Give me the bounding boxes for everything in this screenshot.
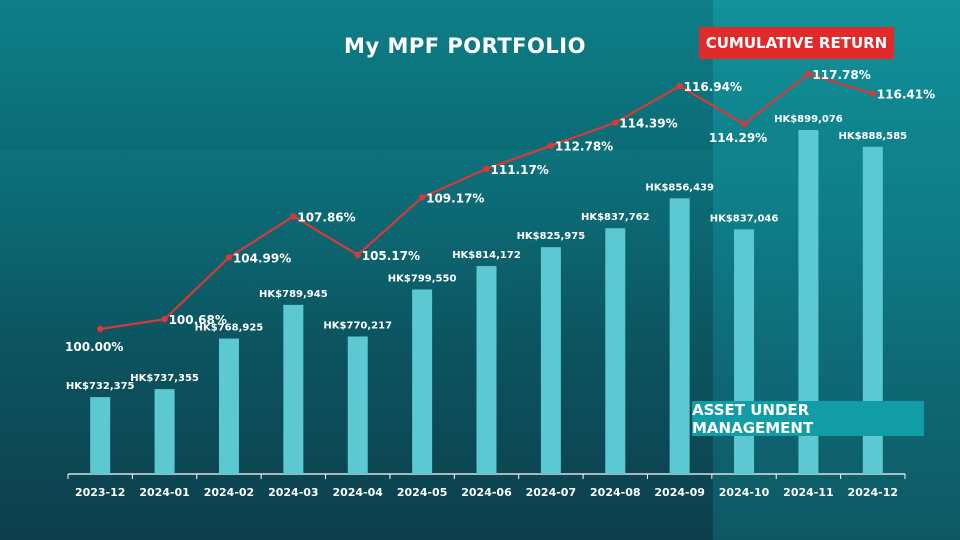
return-label: 104.99%: [233, 251, 291, 265]
x-tick-label: 2024-06: [461, 486, 512, 499]
return-point: [483, 165, 490, 173]
x-tick-label: 2024-07: [526, 486, 577, 499]
return-point: [96, 325, 104, 333]
return-label: 100.00%: [65, 340, 123, 354]
return-label: 112.78%: [555, 140, 613, 154]
aum-bar: [605, 228, 626, 474]
return-point: [418, 194, 426, 201]
cumulative-return-badge: CUMULATIVE RETURN: [699, 27, 894, 59]
return-point: [869, 90, 877, 97]
x-tick-label: 2024-08: [590, 486, 641, 499]
aum-bar-label: HK$899,076: [774, 114, 843, 125]
return-label: 114.39%: [619, 117, 677, 131]
return-point: [547, 142, 555, 149]
aum-bar-label: HK$737,355: [130, 373, 199, 384]
return-point: [290, 213, 297, 220]
aum-bar-label: HK$837,046: [710, 213, 779, 224]
x-tick-label: 2024-11: [783, 486, 834, 499]
aum-bar-label: HK$768,925: [195, 323, 264, 334]
return-point: [676, 82, 683, 90]
x-tick-label: 2024-02: [204, 486, 255, 499]
return-label: 116.94%: [684, 80, 742, 94]
aum-bar: [798, 130, 819, 474]
return-point: [161, 316, 168, 323]
return-label: 100.68%: [169, 313, 227, 327]
x-tick-label: 2023-12: [75, 486, 126, 499]
aum-bar-label: HK$732,375: [66, 381, 135, 392]
page-title: My MPF PORTFOLIO: [344, 34, 586, 58]
return-point: [805, 70, 812, 78]
aum-bar: [154, 389, 175, 474]
aum-bar: [540, 247, 561, 474]
aum-bar-label: HK$770,217: [323, 320, 392, 331]
aum-bar-label: HK$825,975: [517, 231, 586, 242]
return-point: [740, 120, 748, 128]
return-label: 117.78%: [812, 68, 870, 82]
x-tick-label: 2024-01: [139, 486, 190, 499]
return-point: [225, 254, 233, 261]
aum-bar: [862, 146, 883, 475]
x-tick-label: 2024-03: [268, 486, 319, 499]
x-tick-label: 2024-04: [332, 486, 383, 499]
aum-bar: [90, 397, 111, 474]
return-label: 114.29%: [709, 131, 767, 145]
aum-bar: [347, 336, 368, 474]
return-label: 107.86%: [297, 210, 355, 224]
x-tick-label: 2024-12: [848, 486, 899, 499]
aum-bar-label: HK$814,172: [452, 250, 521, 261]
aum-bar-label: HK$837,762: [581, 212, 650, 223]
aum-badge: ASSET UNDER MANAGEMENT: [692, 401, 924, 437]
return-label: 105.17%: [362, 249, 420, 263]
aum-bar: [669, 198, 690, 474]
return-point: [612, 119, 619, 126]
aum-bar: [476, 266, 497, 474]
aum-bar-label: HK$799,550: [388, 273, 457, 284]
x-tick-label: 2024-09: [654, 486, 705, 499]
return-point: [354, 251, 361, 259]
aum-bar-label: HK$789,945: [259, 289, 328, 300]
aum-bar: [412, 289, 433, 474]
aum-bar-label: HK$888,585: [838, 131, 907, 142]
return-label: 109.17%: [426, 191, 484, 205]
x-tick-label: 2024-05: [397, 486, 448, 499]
return-label: 111.17%: [491, 163, 549, 177]
aum-bar: [283, 304, 304, 474]
aum-bar-label: HK$856,439: [645, 182, 714, 193]
aum-bar: [218, 338, 239, 474]
aum-bar: [734, 229, 755, 474]
background-panel: [713, 0, 960, 540]
x-tick-label: 2024-10: [719, 486, 770, 499]
return-label: 116.41%: [877, 88, 935, 102]
